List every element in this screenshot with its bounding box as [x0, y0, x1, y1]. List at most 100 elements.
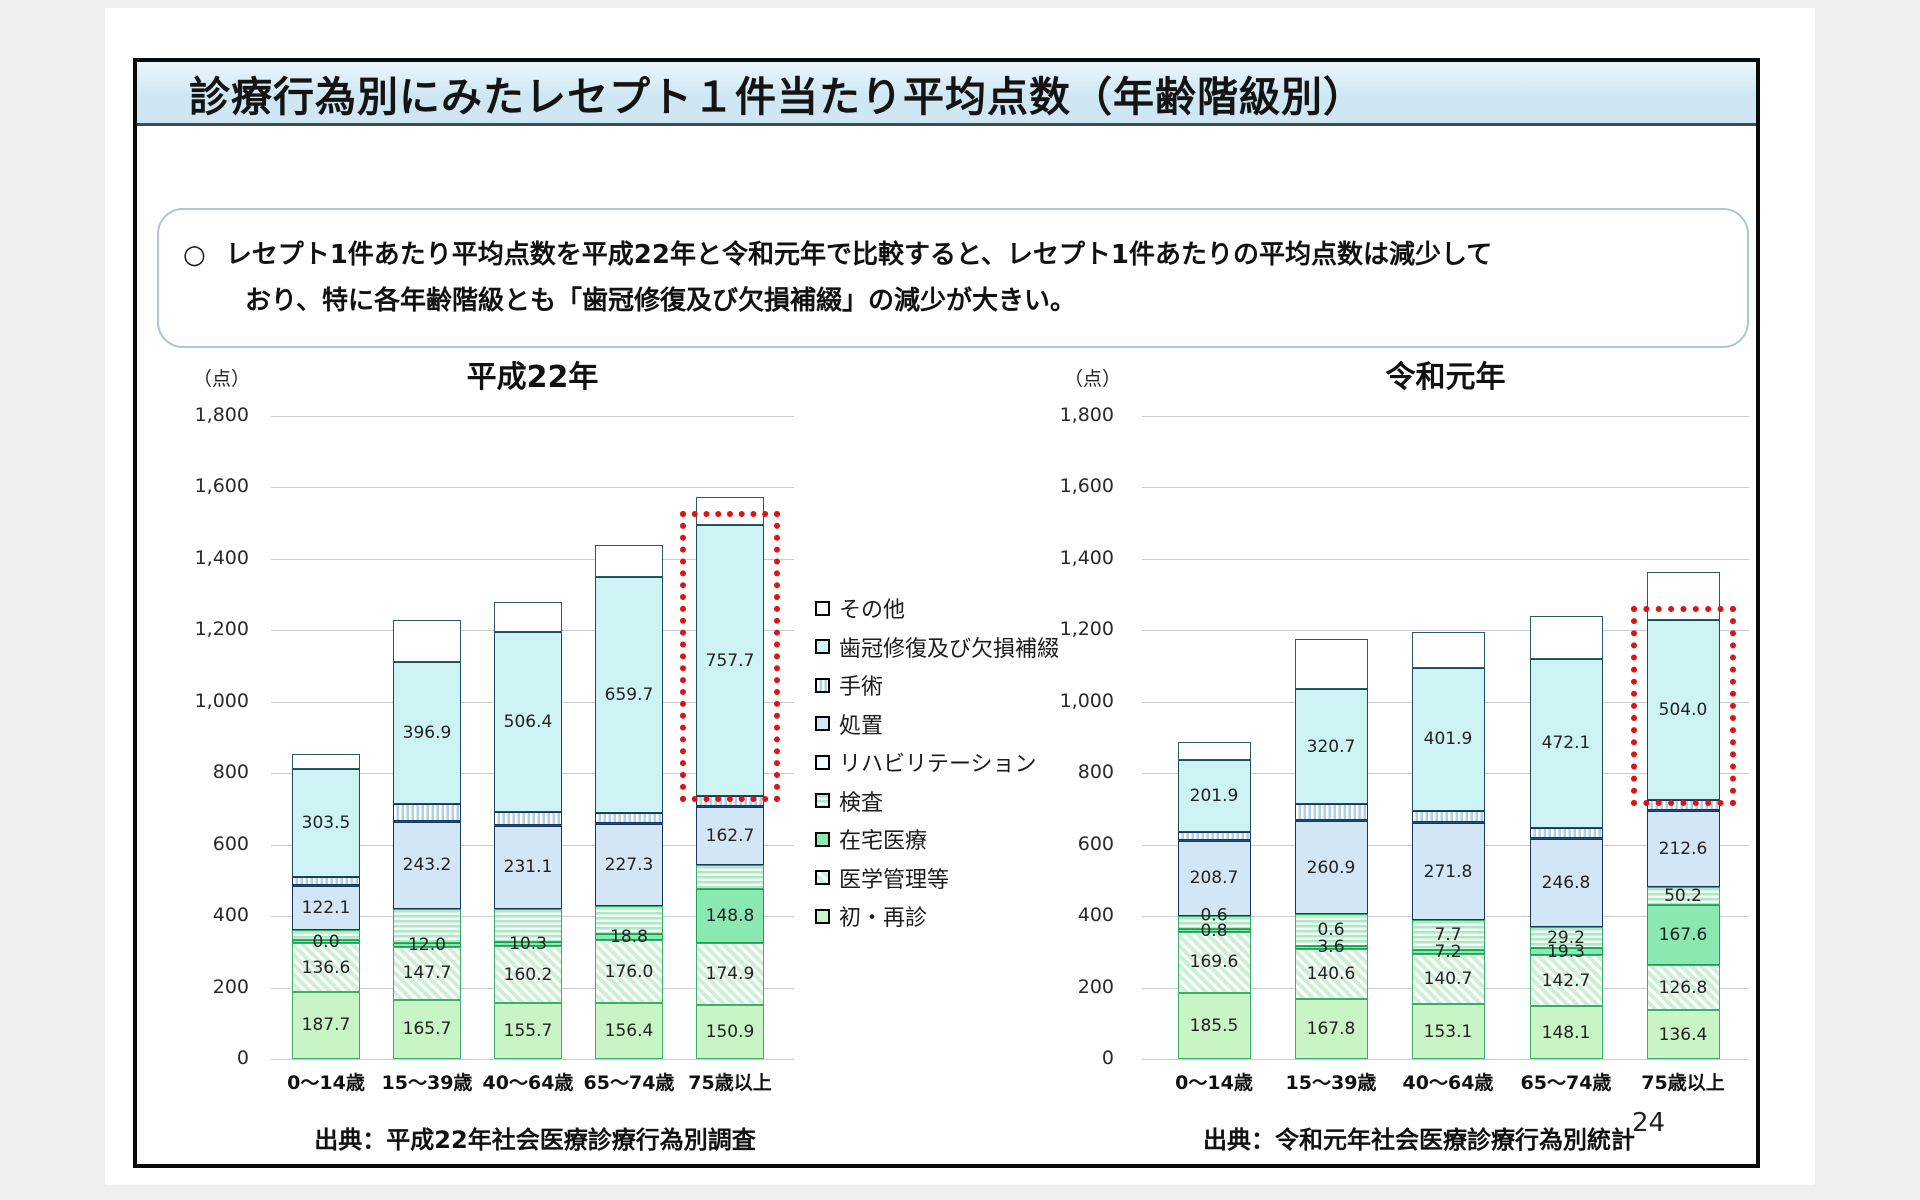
legend-label: リハビリテーション — [839, 752, 1037, 777]
legend-swatch — [815, 908, 830, 924]
segment-value-label: 208.7 — [1189, 868, 1239, 889]
segment-treat: 260.9 — [1294, 820, 1368, 915]
legend-item: 歯冠修復及び欠損補綴 — [815, 635, 1059, 662]
legend-item: 初・再診 — [815, 904, 1059, 931]
y-tick-label: 800 — [212, 761, 249, 784]
segment-crown: 659.7 — [595, 577, 663, 813]
gridline — [271, 1059, 794, 1060]
segment-value-label: 169.6 — [1189, 952, 1239, 973]
segment-home: 19.3 — [1529, 942, 1603, 962]
segment-value-label: 401.9 — [1423, 729, 1473, 750]
segment-value-label: 243.2 — [402, 855, 452, 876]
segment-first: 155.7 — [494, 1003, 562, 1059]
segment-crown: 320.7 — [1294, 689, 1368, 804]
y-tick-label: 400 — [1077, 904, 1114, 927]
segment-value-label: 18.8 — [610, 926, 648, 947]
chart-title-r1: 令和元年 — [1385, 360, 1506, 395]
segment-value-label: 10.3 — [509, 934, 547, 955]
segment-crown: 504.0 — [1646, 620, 1720, 801]
segment-home: 0.0 — [292, 932, 360, 952]
legend-item: リハビリテーション — [815, 750, 1059, 777]
segment-mgmt: 160.2 — [494, 946, 562, 1004]
segment-surg — [393, 803, 461, 821]
segment-other — [494, 601, 562, 632]
segment-value-label: 757.7 — [705, 650, 755, 671]
segment-value-label: 148.8 — [705, 906, 755, 927]
legend-item: 処置 — [815, 712, 1059, 739]
segment-value-label: 174.9 — [705, 963, 755, 984]
segment-value-label: 7.7 — [1434, 925, 1462, 946]
segment-other — [393, 619, 461, 662]
segment-treat: 208.7 — [1177, 841, 1251, 916]
segment-value-label: 50.2 — [1664, 886, 1702, 907]
gridline — [271, 416, 794, 417]
segment-first: 167.8 — [1294, 999, 1368, 1059]
segment-value-label: 19.3 — [1547, 941, 1585, 962]
segment-mgmt: 140.7 — [1411, 954, 1485, 1005]
segment-treat: 212.6 — [1646, 811, 1720, 888]
highlight-box-h22 — [680, 511, 780, 802]
legend-label: 在宅医療 — [839, 829, 928, 854]
gridline — [1142, 1059, 1749, 1060]
segment-surg — [1294, 803, 1368, 820]
chart-h22: 0 200 400 600 800 1,000 1,200 1,400 1,600 1,800 18… — [137, 62, 1756, 1164]
segment-value-label: 167.8 — [1306, 1019, 1356, 1040]
legend-item: 医学管理等 — [815, 866, 1059, 893]
y-tick-label: 1,400 — [194, 546, 249, 569]
legend-swatch — [815, 600, 830, 616]
segment-value-label: 136.6 — [301, 957, 351, 978]
segment-value-label: 147.7 — [402, 963, 452, 984]
segment-other — [1177, 741, 1251, 761]
legend-swatch — [815, 754, 830, 770]
segment-value-label: 122.1 — [301, 897, 351, 918]
segment-mgmt: 140.6 — [1294, 948, 1368, 1000]
legend-swatch — [815, 716, 830, 731]
segment-other — [292, 754, 360, 769]
segment-value-label: 0.6 — [1317, 919, 1345, 940]
segment-value-label: 29.2 — [1547, 927, 1585, 948]
gridline — [1142, 416, 1749, 417]
stacked-bar: 165.7 147.7 12.0 243.2 396.9 — [393, 619, 461, 1059]
source-note-h22: 出典：平成22年社会医療診療行為別調査 — [314, 1126, 756, 1154]
segment-home: 10.3 — [494, 934, 562, 954]
segment-exam — [696, 865, 764, 890]
segment-value-label: 142.7 — [1541, 970, 1591, 991]
segment-first: 187.7 — [292, 991, 360, 1059]
x-tick-label: 40〜64歳 — [1402, 1072, 1494, 1094]
segment-exam — [292, 929, 360, 941]
stacked-bar: 185.5 169.6 0.8 0.6 208.7 201.9 — [1177, 741, 1251, 1059]
segment-first: 185.5 — [1177, 992, 1251, 1059]
y-tick-label: 400 — [212, 904, 249, 927]
x-tick-label: 0〜14歳 — [287, 1072, 365, 1094]
legend-swatch — [815, 639, 830, 654]
segment-mgmt: 126.8 — [1646, 964, 1720, 1011]
segment-value-label: 12.0 — [408, 934, 446, 955]
segment-exam: 7.7 — [1411, 920, 1485, 951]
segment-crown: 401.9 — [1411, 667, 1485, 812]
segment-treat: 162.7 — [696, 807, 764, 866]
legend-item: 手術 — [815, 673, 1059, 700]
segment-surg — [1529, 827, 1603, 838]
segment-home: 12.0 — [393, 935, 461, 955]
segment-home: 167.6 — [1646, 905, 1720, 965]
y-tick-label: 1,800 — [1059, 404, 1114, 426]
segment-treat: 271.8 — [1411, 823, 1485, 921]
y-tick-label: 600 — [212, 832, 249, 855]
stacked-bar: 153.1 140.7 7.2 7.7 271.8 401.9 — [1411, 631, 1485, 1059]
y-tick-label: 1,200 — [194, 618, 249, 641]
y-tick-label: 1,000 — [1059, 689, 1114, 712]
segment-mgmt: 147.7 — [393, 947, 461, 1000]
legend-label: 処置 — [839, 713, 884, 739]
legend-label: 初・再診 — [839, 906, 928, 931]
segment-home: 18.8 — [595, 927, 663, 947]
segment-exam: 50.2 — [1646, 886, 1720, 907]
segment-value-label: 167.6 — [1658, 925, 1708, 946]
segment-mgmt: 136.6 — [292, 943, 360, 992]
y-tick-label: 800 — [1077, 761, 1114, 784]
stacked-bar: 150.9 174.9 148.8 162.7 757.7 — [696, 497, 764, 1059]
bullet-marker: ○ — [183, 240, 206, 270]
x-tick-label: 75歳以上 — [688, 1072, 772, 1094]
segment-crown: 201.9 — [1177, 760, 1251, 833]
segment-exam: 0.6 — [1177, 905, 1251, 930]
legend-swatch — [815, 831, 830, 847]
